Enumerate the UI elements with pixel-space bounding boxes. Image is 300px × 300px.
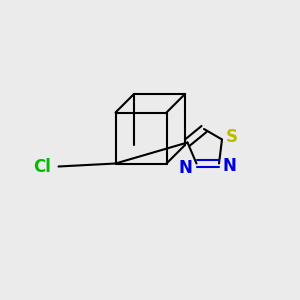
Text: N: N (223, 157, 236, 175)
Text: S: S (226, 128, 238, 146)
Text: Cl: Cl (33, 158, 51, 175)
Text: N: N (179, 159, 193, 177)
